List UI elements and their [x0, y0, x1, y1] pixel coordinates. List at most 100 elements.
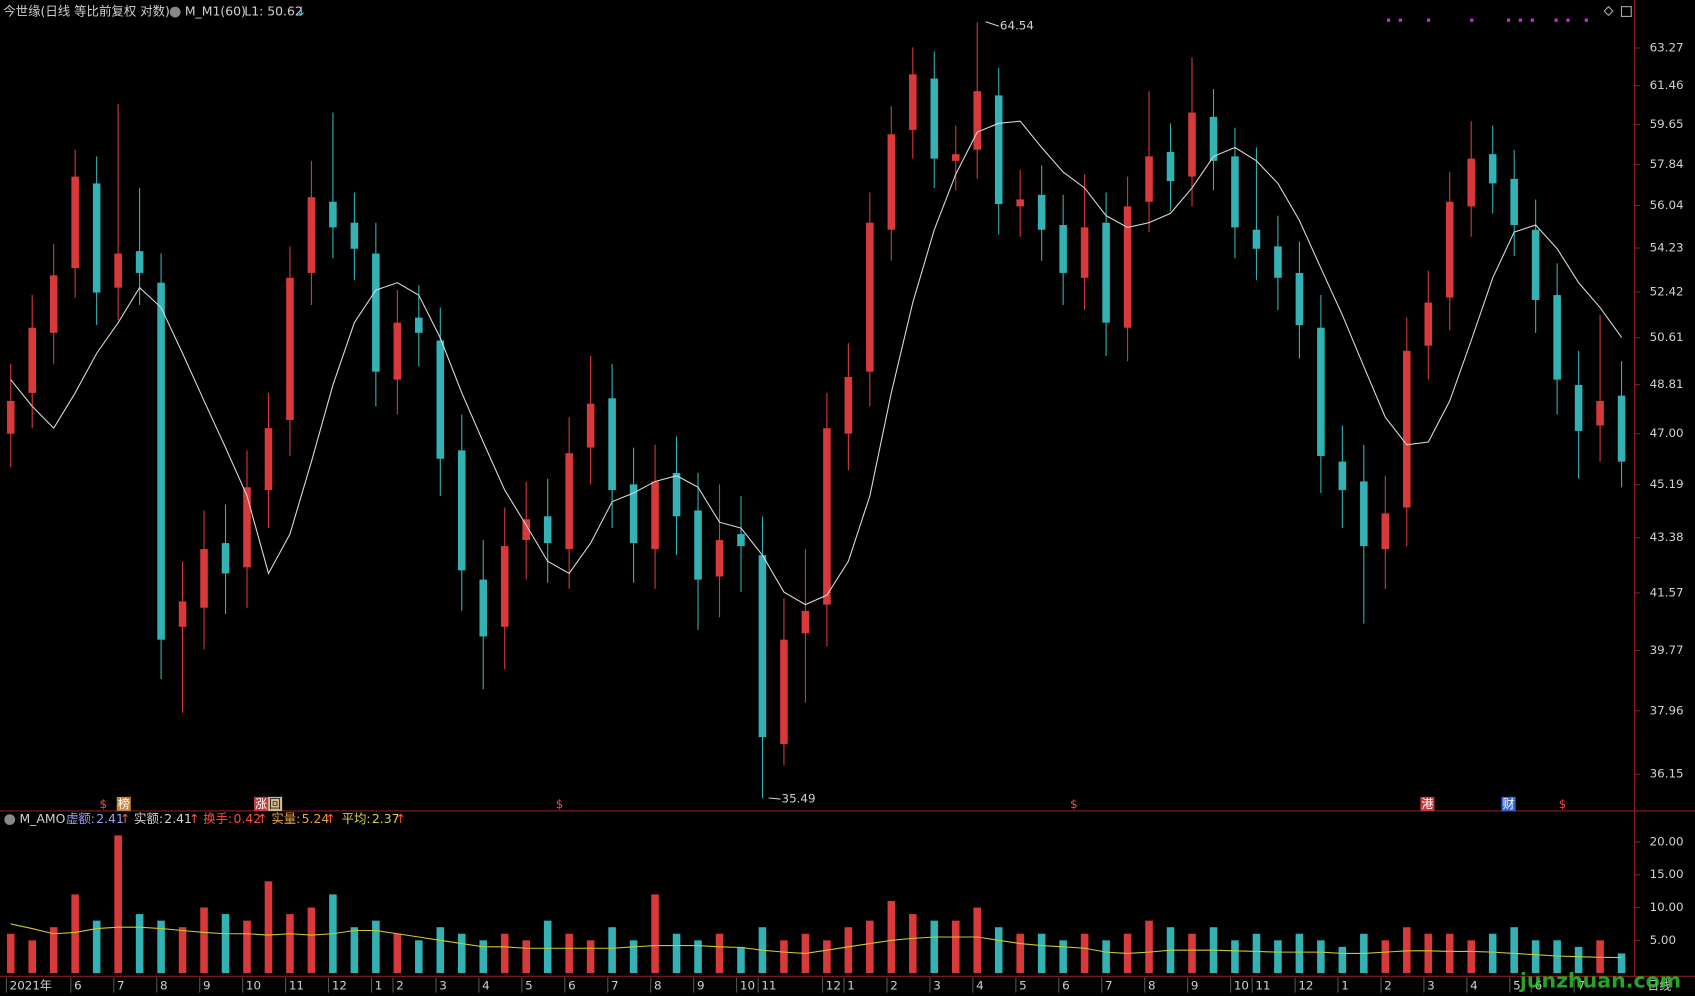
candle-body [264, 428, 273, 491]
readout-label: 平均: [342, 811, 371, 826]
candle-body [801, 610, 810, 634]
candle-body [1209, 116, 1218, 161]
candle-body [1445, 201, 1454, 298]
candle-body [1381, 513, 1390, 550]
y-tick-label: 10.00 [1650, 900, 1684, 914]
event-marker[interactable]: $ [1559, 797, 1567, 811]
volume-bar [1338, 946, 1347, 974]
volume-bar [479, 940, 488, 974]
x-tick-label: 8 [160, 979, 168, 993]
event-marker[interactable]: $ [1070, 797, 1078, 811]
candle-body [844, 376, 853, 434]
x-tick-label: 11 [1255, 979, 1270, 993]
event-marker[interactable]: 回 [269, 797, 281, 811]
x-tick-label: 2021年 [10, 979, 52, 993]
indicator-name: M_AMO [19, 811, 65, 826]
readout-value: 2.41 [164, 811, 192, 826]
event-marker[interactable]: 榜 [118, 797, 130, 811]
volume-bar [629, 940, 638, 974]
volume-bar [1596, 940, 1604, 974]
y-tick-label: 48.81 [1650, 377, 1684, 391]
readout-value: 0.42 [233, 811, 261, 826]
candle-body [823, 428, 831, 605]
period-label[interactable]: 日线 [1647, 979, 1671, 993]
volume-bar [737, 946, 745, 974]
volume-bar [844, 927, 853, 974]
event-marker[interactable]: 港 [1422, 797, 1434, 811]
volume-bar [1488, 933, 1497, 974]
readout-value: 5.24 [302, 811, 330, 826]
candle-body [694, 510, 702, 580]
x-tick-label: 6 [568, 979, 576, 993]
x-tick-label: 4 [976, 979, 984, 993]
candle-body [28, 327, 36, 393]
x-tick-label: 12 [826, 979, 841, 993]
window-button[interactable] [1620, 6, 1632, 17]
event-marker[interactable]: $ [99, 797, 107, 811]
y-tick-label: 50.61 [1650, 330, 1684, 344]
candle-body [49, 275, 58, 333]
candle-body [715, 540, 724, 577]
x-tick-label: 5 [525, 979, 533, 993]
volume-bar [651, 894, 659, 974]
indicator-icon[interactable] [4, 814, 16, 826]
volume-bar [415, 940, 423, 974]
candle-body [586, 403, 595, 448]
volume-bar [780, 940, 788, 974]
x-tick-label: 6 [1062, 979, 1070, 993]
x-tick-label: 11 [289, 979, 304, 993]
candle-body [1531, 229, 1540, 301]
candle-body [1102, 222, 1110, 323]
y-tick-label: 56.04 [1650, 198, 1684, 212]
event-marker[interactable]: 财 [1503, 797, 1515, 811]
candle-body [157, 282, 165, 640]
volume-bar [221, 914, 230, 974]
candle-body [994, 95, 1003, 205]
candle-body [1424, 302, 1433, 346]
candle-body [1553, 295, 1561, 380]
chart-title: 今世缘(日线 等比前复权 对数) [3, 4, 170, 19]
volume-bar [1467, 940, 1476, 974]
volume-bar [994, 927, 1003, 974]
x-tick-label: 1 [375, 979, 383, 993]
readout-arrow: ↓ [296, 4, 306, 19]
volume-bar [114, 835, 122, 974]
volume-bar [1274, 940, 1282, 974]
volume-bar [672, 933, 681, 974]
candle-body [930, 78, 939, 159]
volume-bar [543, 920, 552, 974]
indicator-readout: L1: 50.62 [244, 4, 303, 19]
readout-arrow: ↑ [189, 811, 199, 826]
indicator-icon[interactable] [169, 6, 181, 18]
indicator-name: M_M1(60) [185, 4, 246, 19]
window-button[interactable] [1603, 5, 1614, 17]
candle-body [1252, 229, 1261, 249]
candle-body [1231, 156, 1239, 228]
candle-body [1488, 154, 1497, 184]
x-tick-label: 10 [246, 979, 261, 993]
high-annotation: 64.54 [1000, 19, 1034, 33]
candle-body [329, 201, 337, 228]
candle-body [1295, 272, 1304, 326]
x-tick-label: 12 [1298, 979, 1313, 993]
volume-bar [1145, 920, 1153, 974]
event-marker[interactable]: $ [556, 797, 564, 811]
volume-bar [457, 933, 466, 974]
volume-bar [1037, 933, 1046, 974]
volume-ma-line [10, 923, 1622, 959]
candle-body [135, 251, 144, 273]
volume-bar [522, 940, 530, 974]
y-tick-label: 54.23 [1650, 241, 1684, 255]
volume-bar [307, 907, 316, 974]
marker-box [268, 796, 283, 811]
candle-body [457, 450, 466, 571]
candle-body [1080, 227, 1089, 278]
volume-bar [951, 920, 960, 974]
volume-bar [1553, 940, 1561, 974]
candle-body [178, 601, 187, 627]
event-marker[interactable]: 涨 [255, 797, 267, 811]
volume-bar [393, 933, 402, 974]
readout-label: 虚额: [66, 811, 95, 826]
candle-body [758, 555, 767, 738]
